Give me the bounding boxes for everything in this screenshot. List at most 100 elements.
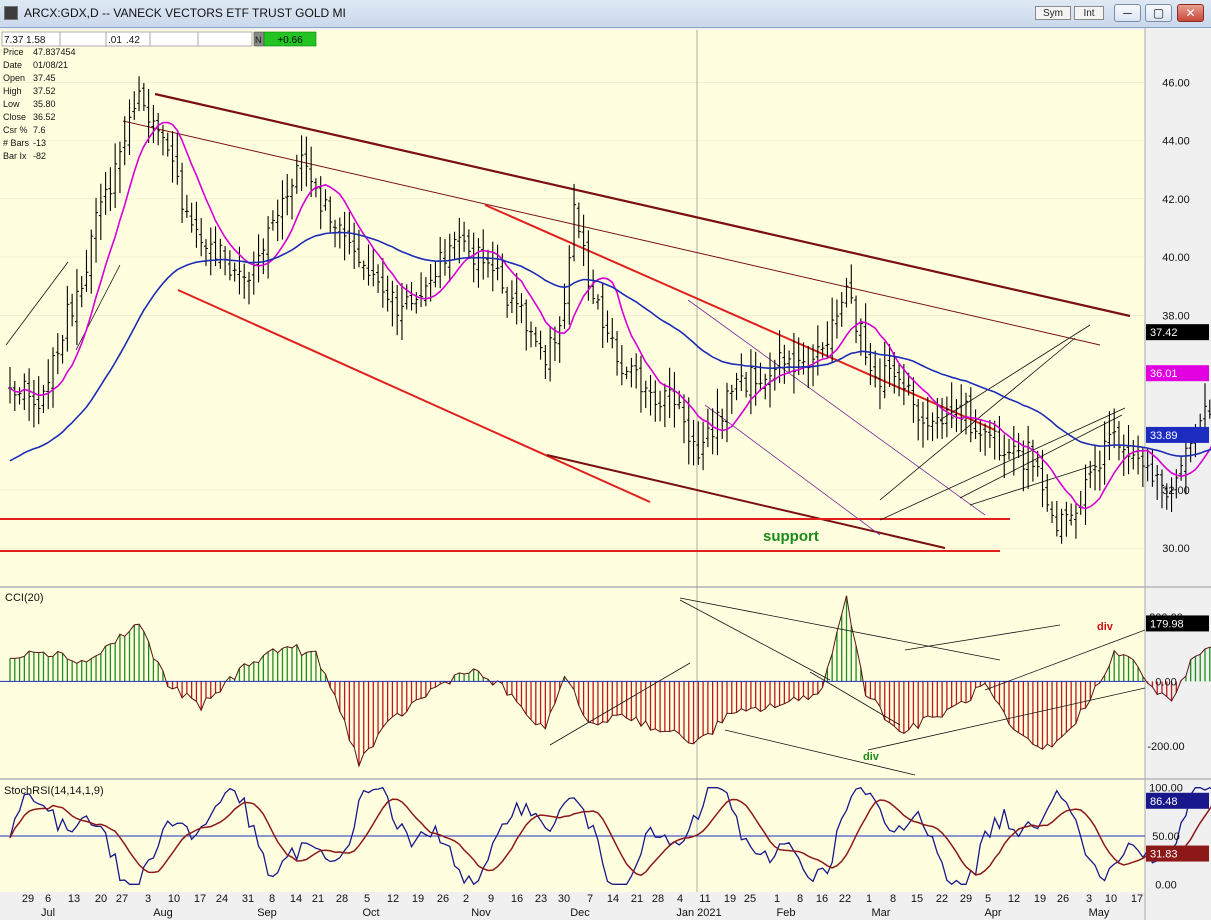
price-bar[interactable] [662,383,667,428]
price-bar[interactable] [1164,483,1169,510]
price-bar[interactable] [815,325,820,376]
price-bar[interactable] [189,202,194,233]
price-bar[interactable] [361,260,366,280]
price-bar[interactable] [170,131,175,183]
price-bar[interactable] [1107,411,1112,461]
price-bar[interactable] [151,104,156,144]
price-panel[interactable] [0,30,1145,586]
price-bar[interactable] [1030,439,1035,482]
price-bar[interactable] [1116,421,1121,461]
restore-button[interactable]: ▢ [1145,4,1172,22]
price-bar[interactable] [1073,504,1078,539]
price-bar[interactable] [280,180,285,240]
price-bar[interactable] [46,359,51,410]
price-bar[interactable] [576,202,581,239]
price-bar[interactable] [691,419,696,466]
price-bar[interactable] [533,326,538,347]
price-bar[interactable] [328,196,333,233]
price-bar[interactable] [1174,469,1179,499]
price-bar[interactable] [1064,501,1069,537]
price-bar[interactable] [830,297,835,364]
price-bar[interactable] [127,99,132,155]
price-bar[interactable] [12,380,17,412]
price-bar[interactable] [156,112,161,146]
price-bar[interactable] [710,408,715,455]
price-bar[interactable] [925,396,930,441]
price-bar[interactable] [911,377,916,423]
price-bar[interactable] [854,295,859,344]
price-bar[interactable] [442,239,447,276]
price-bar[interactable] [619,345,624,386]
price-bar[interactable] [356,229,361,268]
price-bar[interactable] [1035,450,1040,477]
price-bar[interactable] [897,364,902,397]
price-bar[interactable] [901,364,906,406]
price-bar[interactable] [318,176,323,230]
price-bar[interactable] [634,353,639,389]
price-bar[interactable] [476,238,481,288]
price-bar[interactable] [404,284,409,310]
price-bar[interactable] [643,380,648,409]
price-bar[interactable] [457,217,462,264]
price-bar[interactable] [834,299,839,339]
price-bar[interactable] [701,421,706,471]
price-bar[interactable] [122,116,127,166]
price-bar[interactable] [486,249,490,278]
price-bar[interactable] [873,350,878,388]
price-bar[interactable] [242,263,247,299]
price-bar[interactable] [1169,477,1174,513]
minimize-button[interactable]: ─ [1114,4,1141,22]
price-bar[interactable] [653,380,658,422]
price-bar[interactable] [1083,464,1088,525]
price-bar[interactable] [160,124,165,156]
price-bar[interactable] [916,398,921,441]
price-bar[interactable] [113,143,118,208]
price-bar[interactable] [753,351,758,406]
price-bar[interactable] [1140,446,1145,488]
price-bar[interactable] [218,238,223,269]
price-bar[interactable] [882,341,887,399]
price-bar[interactable] [462,221,467,252]
price-bar[interactable] [65,285,70,352]
price-bar[interactable] [1021,440,1026,492]
price-bar[interactable] [1016,432,1021,458]
price-bar[interactable] [978,420,983,452]
price-bar[interactable] [481,229,486,280]
price-bar[interactable] [1093,444,1098,491]
price-bar[interactable] [868,342,873,386]
price-bar[interactable] [648,375,653,416]
price-bar[interactable] [983,423,988,456]
price-bar[interactable] [844,277,849,308]
price-bar[interactable] [686,397,691,465]
price-bar[interactable] [94,197,99,263]
price-bar[interactable] [658,390,663,422]
price-bar[interactable] [98,183,103,241]
price-bar[interactable] [1097,450,1102,491]
price-bar[interactable] [538,330,543,360]
price-bar[interactable] [949,382,954,429]
price-bar[interactable] [141,82,146,111]
price-bar[interactable] [667,367,672,419]
price-bar[interactable] [22,373,27,411]
price-bar[interactable] [1054,500,1059,537]
price-bar[interactable] [371,247,376,287]
price-bar[interactable] [266,216,271,279]
price-bar[interactable] [1131,439,1136,470]
price-bar[interactable] [1159,469,1164,509]
price-bar[interactable] [624,366,629,380]
price-bar[interactable] [552,326,557,362]
price-bar[interactable] [309,146,314,198]
price-bar[interactable] [175,133,180,185]
price-bar[interactable] [629,357,634,388]
price-bar[interactable] [581,214,586,267]
price-bar[interactable] [696,421,701,465]
interval-link-button[interactable]: Int [1074,6,1104,20]
price-bar[interactable] [557,316,562,363]
price-bar[interactable] [294,154,299,194]
price-bar[interactable] [567,245,572,325]
price-bar[interactable] [17,387,22,405]
price-bar[interactable] [452,231,457,260]
price-bar[interactable] [887,344,892,387]
price-bar[interactable] [31,379,36,428]
price-bar[interactable] [261,238,266,275]
